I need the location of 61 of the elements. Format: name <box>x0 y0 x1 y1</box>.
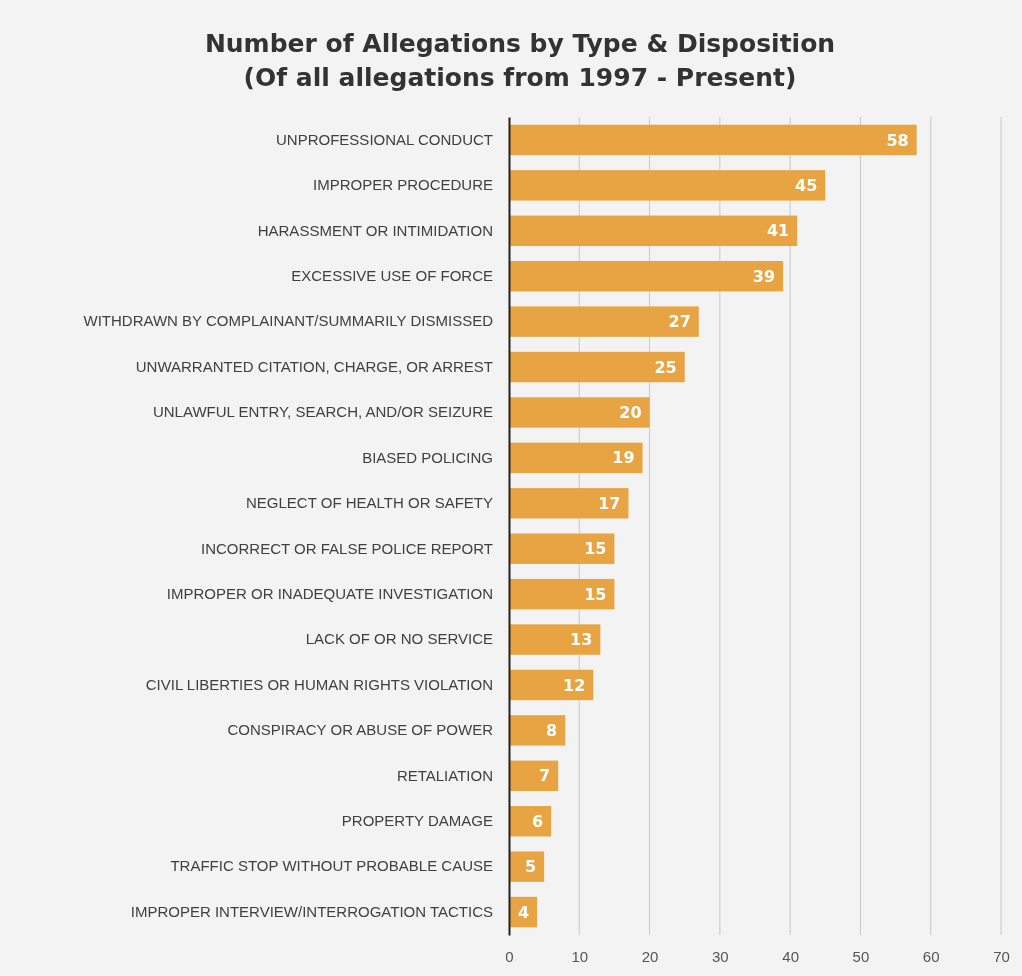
y-tick-label: RETALIATION <box>396 766 493 784</box>
x-tick-label: 50 <box>852 947 870 965</box>
bar <box>509 488 629 519</box>
data-label: 15 <box>584 584 607 604</box>
chart-title: Number of Allegations by Type & Disposition <box>204 29 836 58</box>
data-label: 17 <box>598 493 621 513</box>
data-label: 19 <box>612 448 635 468</box>
data-label: 5 <box>525 857 537 877</box>
data-label: 6 <box>532 811 544 831</box>
data-label: 8 <box>546 720 558 740</box>
y-tick-label: LACK OF OR NO SERVICE <box>305 630 493 648</box>
x-tick-label: 40 <box>782 947 799 965</box>
bar <box>509 669 594 701</box>
data-label: 39 <box>752 266 776 286</box>
data-label: 15 <box>584 539 607 559</box>
y-tick-label: HARASSMENT OR INTIMIDATION <box>257 221 493 239</box>
y-tick-label: CIVIL LIBERTIES OR HUMAN RIGHTS VIOLATION <box>145 675 493 693</box>
y-tick-label: UNLAWFUL ENTRY, SEARCH, AND/OR SEIZURE <box>152 403 493 421</box>
y-tick-label: IMPROPER INTERVIEW/INTERROGATION TACTICS <box>130 902 493 920</box>
data-label: 12 <box>563 675 586 695</box>
bar <box>509 124 917 156</box>
bar <box>509 215 798 246</box>
x-tick-label: 30 <box>712 947 729 965</box>
y-tick-label: INCORRECT OR FALSE POLICE REPORT <box>200 539 493 557</box>
bar <box>509 533 615 564</box>
data-label: 25 <box>654 357 677 377</box>
x-tick-label: 10 <box>571 947 589 965</box>
bar <box>509 442 643 474</box>
bar <box>509 351 685 383</box>
x-tick-label: 20 <box>641 947 659 965</box>
bar <box>509 715 566 746</box>
bar <box>509 760 559 792</box>
y-tick-label: IMPROPER PROCEDURE <box>312 176 493 194</box>
y-tick-label: NEGLECT OF HEALTH OR SAFETY <box>246 494 493 512</box>
y-tick-label: EXCESSIVE USE OF FORCE <box>291 266 493 284</box>
data-label: 27 <box>668 312 691 332</box>
x-tick-label: 0 <box>505 947 514 965</box>
y-tick-label: CONSPIRACY OR ABUSE OF POWER <box>227 721 494 739</box>
bar <box>509 397 650 428</box>
bar <box>509 170 826 201</box>
data-label: 45 <box>795 175 818 195</box>
data-label: 4 <box>517 902 530 922</box>
bar <box>509 578 615 610</box>
data-label: 41 <box>766 221 790 241</box>
x-tick-label: 60 <box>922 947 940 965</box>
data-label: 58 <box>886 130 909 150</box>
data-label: 7 <box>539 766 551 786</box>
y-tick-label: IMPROPER OR INADEQUATE INVESTIGATION <box>166 584 493 602</box>
y-tick-label: UNPROFESSIONAL CONDUCT <box>276 130 493 148</box>
y-tick-label: PROPERTY DAMAGE <box>341 812 493 830</box>
chart-subtitle: (Of all allegations from 1997 - Present) <box>243 63 797 92</box>
bar <box>509 260 784 292</box>
y-tick-label: UNWARRANTED CITATION, CHARGE, OR ARREST <box>135 357 493 375</box>
y-tick-label: BIASED POLICING <box>362 448 493 466</box>
x-tick-label: 70 <box>993 947 1010 965</box>
data-label: 13 <box>570 630 593 650</box>
y-tick-label: TRAFFIC STOP WITHOUT PROBABLE CAUSE <box>170 857 493 875</box>
y-tick-label: WITHDRAWN BY COMPLAINANT/SUMMARILY DISMISSED <box>83 312 494 330</box>
bar <box>509 624 601 655</box>
data-label: 20 <box>619 403 642 423</box>
bar <box>509 306 699 337</box>
